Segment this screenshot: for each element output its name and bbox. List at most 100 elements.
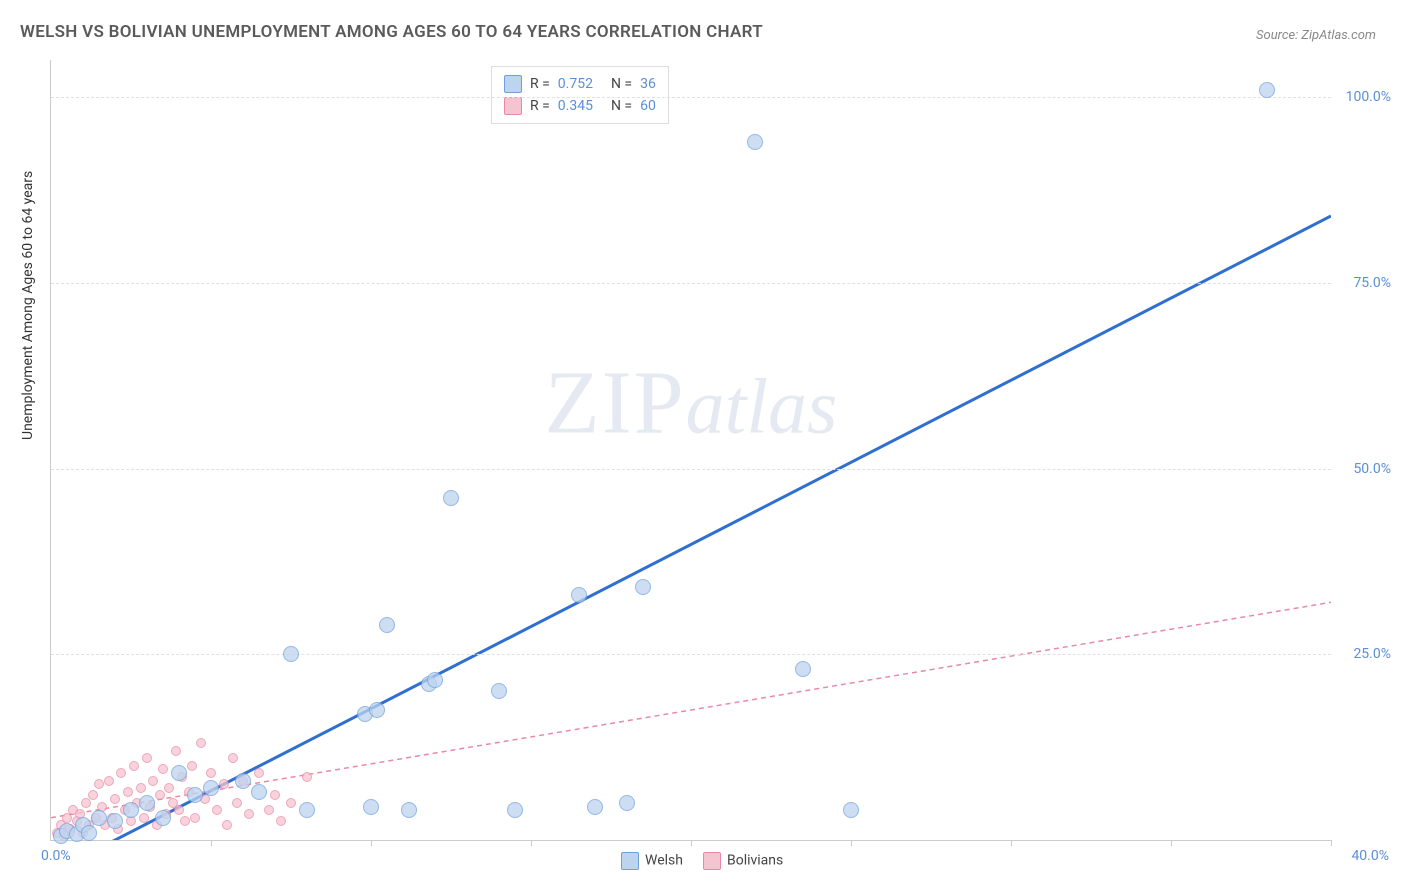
gridline	[51, 654, 1331, 655]
legend-r-value: 0.345	[558, 98, 593, 114]
watermark-zip: ZIP	[545, 354, 686, 453]
legend-r-label: R =	[530, 98, 550, 114]
data-point	[123, 787, 133, 797]
data-point	[302, 772, 312, 782]
data-point	[206, 768, 216, 778]
legend-row: R =0.345N =60	[504, 95, 656, 117]
data-point	[276, 816, 286, 826]
data-point	[363, 799, 379, 815]
data-point	[180, 816, 190, 826]
chart-plot-area: ZIPatlas R =0.752N =36R =0.345N =60 Wels…	[50, 60, 1331, 841]
data-point	[254, 768, 264, 778]
data-point	[369, 702, 385, 718]
data-point	[91, 810, 107, 826]
legend-row: R = 0.752 N = 36	[504, 73, 656, 95]
data-point	[219, 779, 229, 789]
x-tick-mark	[531, 840, 532, 846]
data-point	[164, 783, 174, 793]
data-point	[747, 134, 763, 150]
x-tick-mark	[1011, 840, 1012, 846]
data-point	[443, 490, 459, 506]
data-point	[571, 587, 587, 603]
legend-swatch	[504, 75, 522, 93]
data-point	[270, 790, 280, 800]
data-point	[139, 795, 155, 811]
gridline	[51, 469, 1331, 470]
data-point	[94, 779, 104, 789]
trend-lines-layer	[51, 60, 1331, 840]
x-tick-mark	[1331, 840, 1332, 846]
data-point	[139, 813, 149, 823]
data-point	[171, 765, 187, 781]
data-point	[203, 780, 219, 796]
data-point	[635, 579, 651, 595]
data-point	[107, 813, 123, 829]
legend-swatch	[703, 852, 721, 870]
data-point	[843, 802, 859, 818]
x-axis-origin-label: 0.0%	[41, 848, 71, 864]
legend-series-name: Welsh	[645, 853, 683, 869]
data-point	[619, 795, 635, 811]
data-point	[379, 617, 395, 633]
data-point	[187, 787, 203, 803]
legend-r-label: R =	[530, 76, 550, 92]
correlation-legend: R =0.752N =36R =0.345N =60	[491, 66, 669, 124]
data-point	[244, 809, 254, 819]
chart-title: WELSH VS BOLIVIAN UNEMPLOYMENT AMONG AGE…	[20, 22, 763, 42]
legend-n-label: N =	[611, 76, 632, 92]
data-point	[155, 790, 165, 800]
x-tick-mark	[1171, 840, 1172, 846]
legend-series-item: Welsh	[621, 852, 683, 870]
watermark-atlas: atlas	[686, 363, 838, 450]
data-point	[286, 798, 296, 808]
data-point	[148, 776, 158, 786]
y-tick-label: 100.0%	[1346, 89, 1391, 105]
data-point	[110, 794, 120, 804]
watermark: ZIPatlas	[545, 352, 838, 455]
data-point	[251, 784, 267, 800]
data-point	[190, 813, 200, 823]
x-tick-mark	[371, 840, 372, 846]
data-point	[795, 661, 811, 677]
legend-r-value: 0.752	[558, 76, 593, 92]
legend-swatch	[621, 852, 639, 870]
legend-n-value: 60	[640, 98, 656, 114]
data-point	[187, 761, 197, 771]
data-point	[129, 761, 139, 771]
source-label: Source: ZipAtlas.com	[1256, 28, 1376, 43]
x-tick-mark	[851, 840, 852, 846]
data-point	[212, 805, 222, 815]
y-axis-label: Unemployment Among Ages 60 to 64 years	[20, 171, 36, 440]
y-tick-label: 25.0%	[1353, 646, 1391, 662]
legend-series-name: Bolivians	[727, 853, 783, 869]
data-point	[174, 805, 184, 815]
data-point	[235, 773, 251, 789]
data-point	[88, 790, 98, 800]
x-axis-end-label: 40.0%	[1351, 848, 1389, 864]
series-legend: Welsh Bolivians	[621, 852, 783, 870]
data-point	[155, 810, 171, 826]
trend-line	[86, 216, 1331, 840]
gridline	[51, 283, 1331, 284]
data-point	[587, 799, 603, 815]
data-point	[136, 783, 146, 793]
data-point	[299, 802, 315, 818]
y-tick-label: 50.0%	[1353, 461, 1391, 477]
data-point	[491, 683, 507, 699]
data-point	[283, 646, 299, 662]
gridline	[51, 97, 1331, 98]
data-point	[81, 825, 97, 841]
data-point	[104, 776, 114, 786]
data-point	[228, 753, 238, 763]
data-point	[171, 746, 181, 756]
data-point	[232, 798, 242, 808]
data-point	[427, 672, 443, 688]
x-tick-mark	[211, 840, 212, 846]
data-point	[507, 802, 523, 818]
data-point	[196, 738, 206, 748]
data-point	[222, 820, 232, 830]
legend-n-value: 36	[640, 76, 656, 92]
data-point	[264, 805, 274, 815]
data-point	[401, 802, 417, 818]
legend-swatch	[504, 97, 522, 115]
